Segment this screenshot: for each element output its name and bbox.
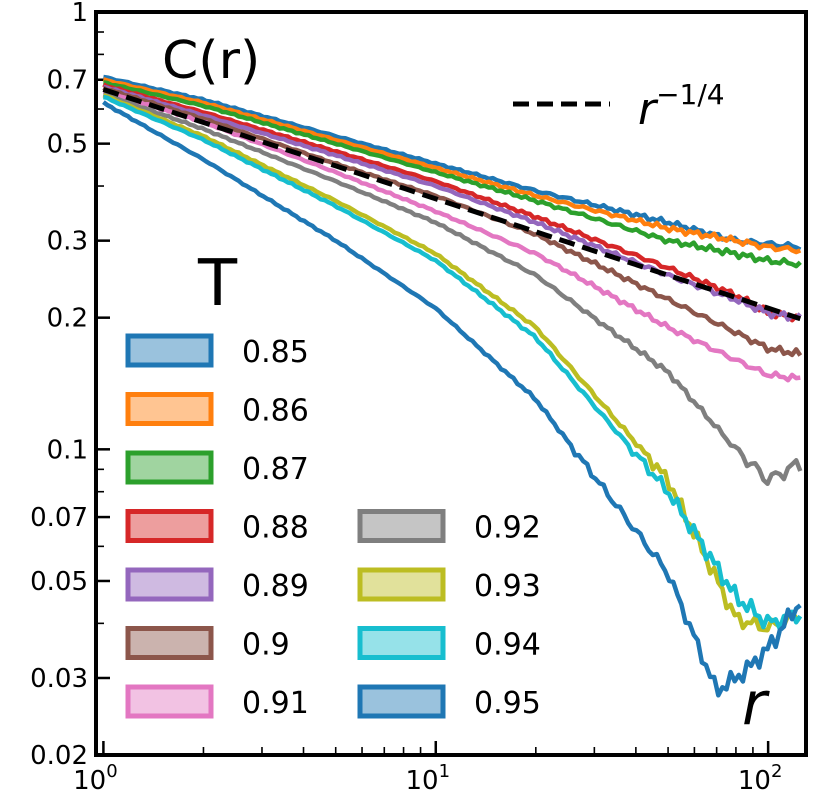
legend-swatch-0.95 [357,684,446,719]
legend: 0.85 0.86 0.87 0.88 0.89 0.9 0.91 0.92 0.93 0.94 0… [125,333,541,721]
series-line-0.95 [102,100,802,698]
legend-swatch-0.93 [357,567,446,602]
legend-swatch-0.9 [125,626,214,660]
legend-label-0.92: 0.92 [474,511,541,546]
reference-power-law-line [102,87,802,322]
legend-swatch-0.91 [125,684,214,719]
legend-title: T [197,247,238,321]
legend-swatch-0.87 [125,450,214,485]
series-line-0.92 [102,92,803,487]
plot-frame [94,10,808,757]
series-line-0.85 [103,74,802,252]
series-line-0.88 [102,82,802,323]
y-tick-label: 0.7 [47,66,88,96]
series-lines [102,74,803,698]
legend-label-0.94: 0.94 [474,628,541,663]
legend-label-0.93: 0.93 [474,569,541,604]
y-tick-label: 0.1 [47,435,88,465]
legend-label-0.89: 0.89 [242,569,309,604]
y-tick-label: 0.07 [30,503,88,533]
y-axis-ticks: 1 0.7 0.5 0.3 0.2 0.1 0.07 0.05 0.03 0.02 [30,0,110,771]
x-axis-label: r [742,669,770,739]
legend-label-0.91: 0.91 [242,686,309,721]
x-axis-ticks: 100 101 102 [73,741,782,796]
legend-label-0.88: 0.88 [242,511,309,546]
legend-label-0.85: 0.85 [242,335,309,370]
reference-legend-label: r−1/4 [638,78,725,135]
series-line-0.94 [103,94,803,631]
series-line-0.86 [102,77,802,255]
x-tick-label: 101 [405,761,450,796]
y-tick-label: 1 [71,0,88,28]
y-tick-label: 0.2 [47,304,88,334]
series-line-0.87 [103,80,802,269]
x-tick-label: 100 [73,761,118,796]
y-tick-label: 0.05 [30,567,88,597]
x-tick-label: 102 [738,761,783,796]
legend-label-0.9: 0.9 [242,628,290,663]
y-tick-label: 0.5 [47,130,88,160]
chart-title: C(r) [162,31,260,91]
legend-swatch-0.85 [125,333,214,368]
legend-swatch-0.94 [357,626,446,660]
legend-swatch-0.92 [357,509,446,543]
legend-label-0.95: 0.95 [474,686,541,721]
legend-swatch-0.86 [125,392,214,426]
y-tick-label: 0.02 [30,741,88,771]
legend-label-0.86: 0.86 [242,394,309,429]
legend-swatch-0.88 [125,509,214,543]
y-tick-label: 0.03 [30,664,88,694]
legend-label-0.87: 0.87 [242,452,309,487]
y-tick-label: 0.3 [47,227,88,257]
legend-swatch-0.89 [125,567,214,602]
